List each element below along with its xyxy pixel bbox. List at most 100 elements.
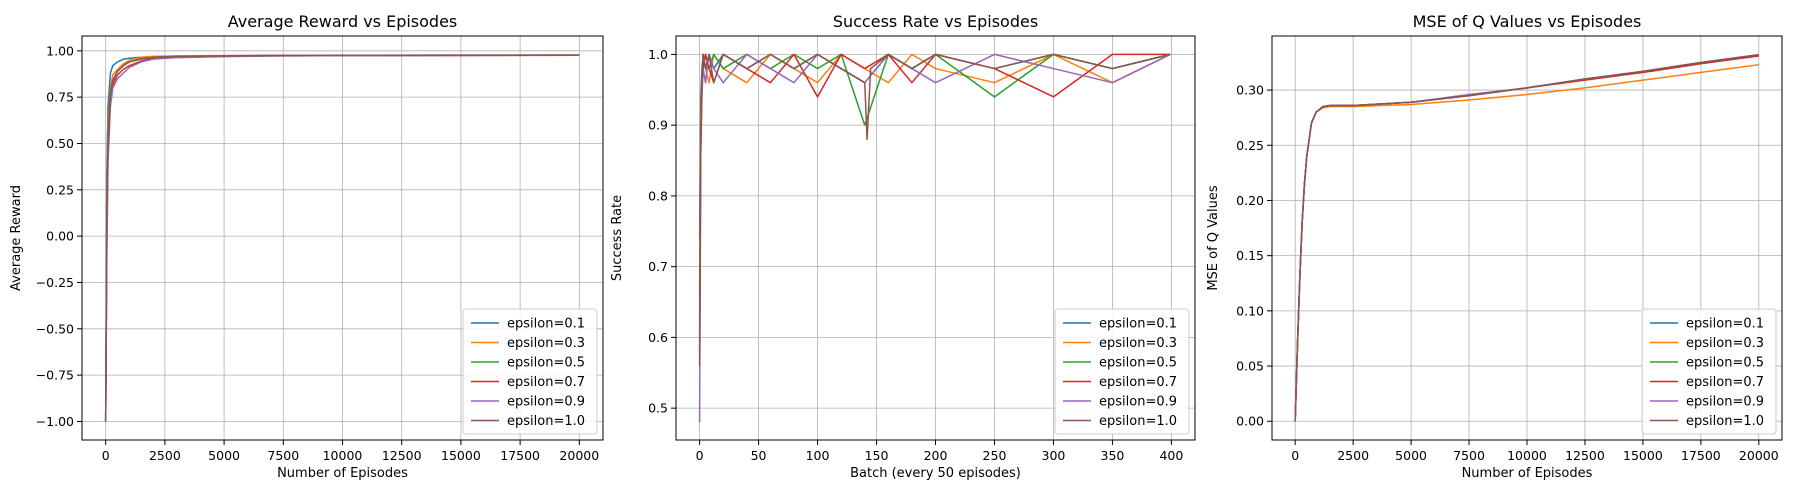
y-tick-label: 0.10 xyxy=(1236,303,1264,318)
x-tick-label: 10000 xyxy=(323,448,363,463)
y-tick-label: 0.30 xyxy=(1236,83,1264,98)
legend-entry: epsilon=0.3 xyxy=(471,336,585,351)
x-tick-label: 5000 xyxy=(208,448,240,463)
legend-entry: epsilon=0.5 xyxy=(1063,356,1177,371)
legend-entry: epsilon=0.9 xyxy=(471,395,585,410)
y-tick-label: 0.25 xyxy=(46,182,74,197)
y-tick-label: 0.50 xyxy=(46,136,74,151)
legend-entry: epsilon=0.5 xyxy=(1650,356,1764,371)
legend-label: epsilon=0.1 xyxy=(507,317,585,332)
legend-entry: epsilon=0.9 xyxy=(1063,395,1177,410)
x-tick-label: 0 xyxy=(1291,448,1299,463)
x-tick-label: 2500 xyxy=(149,448,181,463)
chart-title: MSE of Q Values vs Episodes xyxy=(1413,12,1642,31)
legend-label: epsilon=0.3 xyxy=(507,336,585,351)
legend: epsilon=0.1 epsilon=0.3 epsilon=0.5 epsilon… xyxy=(1641,308,1777,435)
y-tick-label: −0.25 xyxy=(36,275,74,290)
y-tick-label: 0.00 xyxy=(1236,414,1264,429)
legend-label: epsilon=0.9 xyxy=(1686,395,1764,410)
x-tick-label: 15000 xyxy=(441,448,481,463)
y-tick-label: −1.00 xyxy=(36,414,74,429)
legend-label: epsilon=0.3 xyxy=(1099,336,1177,351)
y-tick-label: 1.00 xyxy=(46,43,74,58)
legend-label: epsilon=1.0 xyxy=(507,414,585,429)
x-axis-label: Number of Episodes xyxy=(1462,466,1593,481)
x-tick-label: 400 xyxy=(1159,448,1183,463)
y-tick-label: 0.25 xyxy=(1236,138,1264,153)
legend-label: epsilon=0.7 xyxy=(1099,375,1177,390)
x-tick-label: 10000 xyxy=(1507,448,1547,463)
y-tick-label: −0.75 xyxy=(36,368,74,383)
legend-entry: epsilon=0.7 xyxy=(1650,375,1764,390)
x-tick-label: 250 xyxy=(983,448,1007,463)
y-tick-label: −0.50 xyxy=(36,321,74,336)
x-tick-label: 12500 xyxy=(1565,448,1605,463)
legend-entry: epsilon=0.9 xyxy=(1650,395,1764,410)
x-tick-label: 5000 xyxy=(1395,448,1427,463)
y-tick-label: 0.05 xyxy=(1236,359,1264,374)
chart-3: 0 2500 5000 7500 10000 12500 15000 17500 20000 0.… xyxy=(1206,12,1783,481)
x-tick-label: 7500 xyxy=(267,448,299,463)
legend-label: epsilon=0.1 xyxy=(1099,317,1177,332)
x-tick-label: 2500 xyxy=(1337,448,1369,463)
series-group xyxy=(104,54,580,422)
legend-entry: epsilon=0.5 xyxy=(471,356,585,371)
x-tick-label: 17500 xyxy=(500,448,540,463)
x-tick-label: 300 xyxy=(1042,448,1066,463)
legend-label: epsilon=0.5 xyxy=(507,356,585,371)
y-tick-label: 1.0 xyxy=(648,47,668,62)
y-tick-label: 0.75 xyxy=(46,90,74,105)
x-tick-label: 100 xyxy=(806,448,830,463)
y-tick-label: 0.6 xyxy=(648,330,668,345)
legend-label: epsilon=0.3 xyxy=(1686,336,1764,351)
x-tick-label: 350 xyxy=(1101,448,1125,463)
x-tick-label: 7500 xyxy=(1453,448,1485,463)
series-line-epsilon=1.0 xyxy=(1294,54,1759,422)
legend-box xyxy=(1054,308,1190,435)
x-tick-label: 150 xyxy=(865,448,889,463)
y-tick-label: 0.20 xyxy=(1236,193,1264,208)
legend: epsilon=0.1 epsilon=0.3 epsilon=0.5 epsilon… xyxy=(462,308,598,435)
x-tick-label: 12500 xyxy=(382,448,422,463)
chart-1: 0 2500 5000 7500 10000 12500 15000 17500 20000 −1… xyxy=(9,12,604,481)
legend-entry: epsilon=0.7 xyxy=(1063,375,1177,390)
legend-label: epsilon=0.9 xyxy=(1099,395,1177,410)
legend-label: epsilon=1.0 xyxy=(1686,414,1764,429)
legend-entry: epsilon=1.0 xyxy=(1650,414,1764,429)
legend-label: epsilon=1.0 xyxy=(1099,414,1177,429)
x-tick-label: 200 xyxy=(924,448,948,463)
chart-title: Average Reward vs Episodes xyxy=(228,12,458,31)
legend-entry: epsilon=1.0 xyxy=(1063,414,1177,429)
legend-label: epsilon=0.7 xyxy=(507,375,585,390)
legend-label: epsilon=0.5 xyxy=(1686,356,1764,371)
y-axis-label: Average Reward xyxy=(9,185,24,291)
grid xyxy=(82,36,603,440)
grid xyxy=(676,36,1195,440)
legend-entry: epsilon=0.1 xyxy=(471,317,585,332)
y-tick-label: 0.9 xyxy=(648,118,668,133)
x-axis-label: Batch (every 50 episodes) xyxy=(850,466,1021,481)
legend-entry: epsilon=0.7 xyxy=(471,375,585,390)
series-group xyxy=(698,53,1171,423)
y-tick-label: 0.8 xyxy=(648,188,668,203)
legend-box xyxy=(1641,308,1777,435)
legend-label: epsilon=0.1 xyxy=(1686,317,1764,332)
legend-entry: epsilon=1.0 xyxy=(471,414,585,429)
y-tick-label: 0.15 xyxy=(1236,248,1264,263)
legend-label: epsilon=0.9 xyxy=(507,395,585,410)
y-axis-label: Success Rate xyxy=(610,195,625,281)
x-tick-label: 0 xyxy=(102,448,110,463)
series-line-epsilon=1.0 xyxy=(698,53,1171,366)
x-tick-label: 17500 xyxy=(1681,448,1721,463)
y-tick-label: 0.00 xyxy=(46,229,74,244)
legend-box xyxy=(462,308,598,435)
legend-entry: epsilon=0.1 xyxy=(1063,317,1177,332)
legend: epsilon=0.1 epsilon=0.3 epsilon=0.5 epsilon… xyxy=(1054,308,1190,435)
series-group xyxy=(1294,54,1759,422)
y-tick-label: 0.5 xyxy=(648,401,668,416)
x-tick-label: 20000 xyxy=(559,448,599,463)
x-tick-label: 0 xyxy=(696,448,704,463)
legend-entry: epsilon=0.3 xyxy=(1063,336,1177,351)
y-axis-label: MSE of Q Values xyxy=(1206,185,1221,291)
